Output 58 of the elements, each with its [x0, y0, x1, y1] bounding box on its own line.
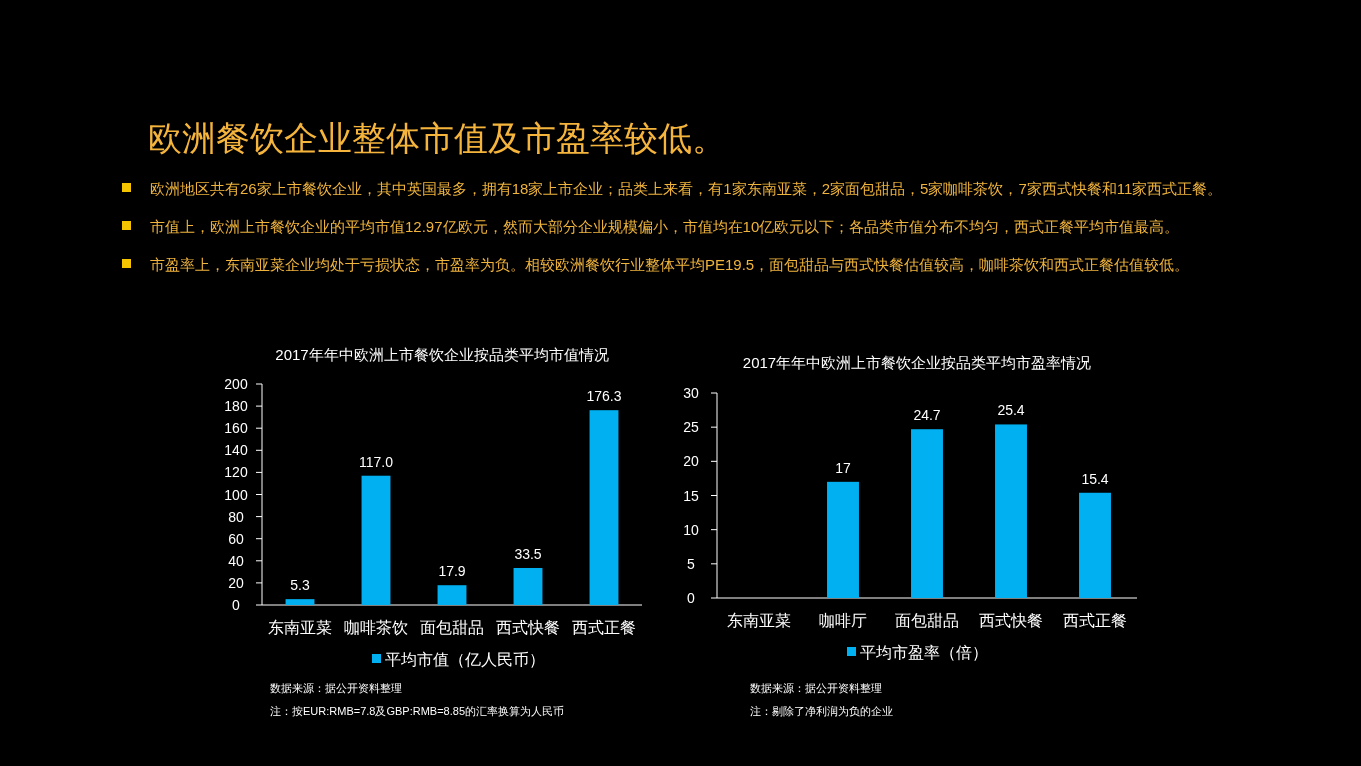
- y-tick-label: 180: [224, 398, 248, 415]
- y-tick-label: 20: [228, 574, 244, 591]
- x-tick-label: 西式快餐: [979, 612, 1043, 629]
- legend-label: 平均市盈率（倍）: [860, 644, 988, 661]
- y-tick-label: 15: [683, 487, 699, 504]
- bar: [361, 475, 391, 605]
- x-tick-label: 东南亚菜: [727, 612, 791, 629]
- y-tick-label: 30: [683, 385, 699, 401]
- bar: [1079, 492, 1111, 598]
- data-label: 117.0: [359, 453, 394, 470]
- text: 市盈率上，东南亚菜企业均处于亏损状态，市盈率为负。相较欧洲餐饮行业整体平均PE19.5，面包甜品与西式快餐估值较高，咖啡茶饮和西式正餐估值较低。: [150, 256, 1190, 273]
- y-tick-label: 60: [228, 530, 244, 547]
- bar: [513, 567, 543, 605]
- x-tick-label: 西式快餐: [496, 619, 560, 636]
- x-tick-label: 咖啡茶饮: [344, 619, 408, 636]
- bar: [827, 481, 859, 598]
- y-tick-label: 20: [683, 453, 699, 470]
- y-tick-label: 0: [232, 597, 241, 613]
- chart-title: 2017年年中欧洲上市餐饮企业按品类平均市值情况: [275, 346, 609, 363]
- y-tick-label: 100: [224, 486, 248, 503]
- y-tick-label: 5: [687, 555, 696, 572]
- text: 欧洲地区共有26家上市餐饮企业，其中英国最多，拥有18家上市企业；品类上来看，有1家东南亚菜，2家面包甜品，5家咖啡茶饮，7家西式快餐和11家西式正餐。: [150, 180, 1223, 197]
- x-tick-label: 西式正餐: [572, 619, 636, 636]
- y-tick-label: 10: [683, 521, 699, 538]
- x-tick-label: 面包甜品: [420, 619, 484, 636]
- y-tick-label: 160: [224, 420, 248, 437]
- data-label: 25.4: [997, 402, 1025, 419]
- y-tick-label: 140: [224, 442, 248, 459]
- bar: [589, 410, 619, 605]
- data-label: 17: [835, 459, 851, 476]
- y-tick-label: 200: [224, 376, 248, 392]
- bar: [995, 424, 1027, 598]
- x-tick-label: 面包甜品: [895, 612, 959, 629]
- data-label: 17.9: [438, 563, 466, 580]
- y-tick-label: 40: [228, 552, 244, 569]
- bar: [437, 585, 467, 605]
- data-label: 24.7: [913, 407, 941, 424]
- data-label: 176.3: [586, 388, 622, 405]
- source-note: 数据来源：据公开资料整理: [750, 682, 882, 694]
- x-tick-label: 西式正餐: [1063, 612, 1127, 629]
- data-label: 15.4: [1081, 470, 1109, 487]
- bar: [911, 429, 943, 598]
- chart-title: 2017年年中欧洲上市餐饮企业按品类平均市盈率情况: [742, 354, 1092, 371]
- y-tick-label: 0: [687, 590, 696, 606]
- data-label: 33.5: [514, 545, 542, 562]
- x-tick-label: 东南亚菜: [268, 619, 332, 636]
- y-tick-label: 80: [228, 508, 244, 525]
- text: 欧洲餐饮企业整体市值及市盈率较低。: [148, 119, 726, 157]
- x-tick-label: 咖啡厅: [819, 612, 867, 629]
- legend-label: 平均市值（亿人民币）: [385, 651, 545, 668]
- text: 市值上，欧洲上市餐饮企业的平均市值12.97亿欧元，然而大部分企业规模偏小，市值均在10亿欧元以下；各品类市值分布不均匀，西式正餐平均市值最高。: [150, 218, 1180, 235]
- y-tick-label: 120: [224, 464, 248, 481]
- bar: [285, 599, 315, 605]
- text: 注：按EUR:RMB=7.8及GBP:RMB=8.85的汇率换算为人民币: [270, 705, 565, 717]
- source-note: 数据来源：据公开资料整理: [270, 682, 402, 694]
- y-tick-label: 25: [683, 419, 699, 436]
- data-label: 5.3: [290, 577, 310, 594]
- text: 注：剔除了净利润为负的企业: [750, 705, 893, 717]
